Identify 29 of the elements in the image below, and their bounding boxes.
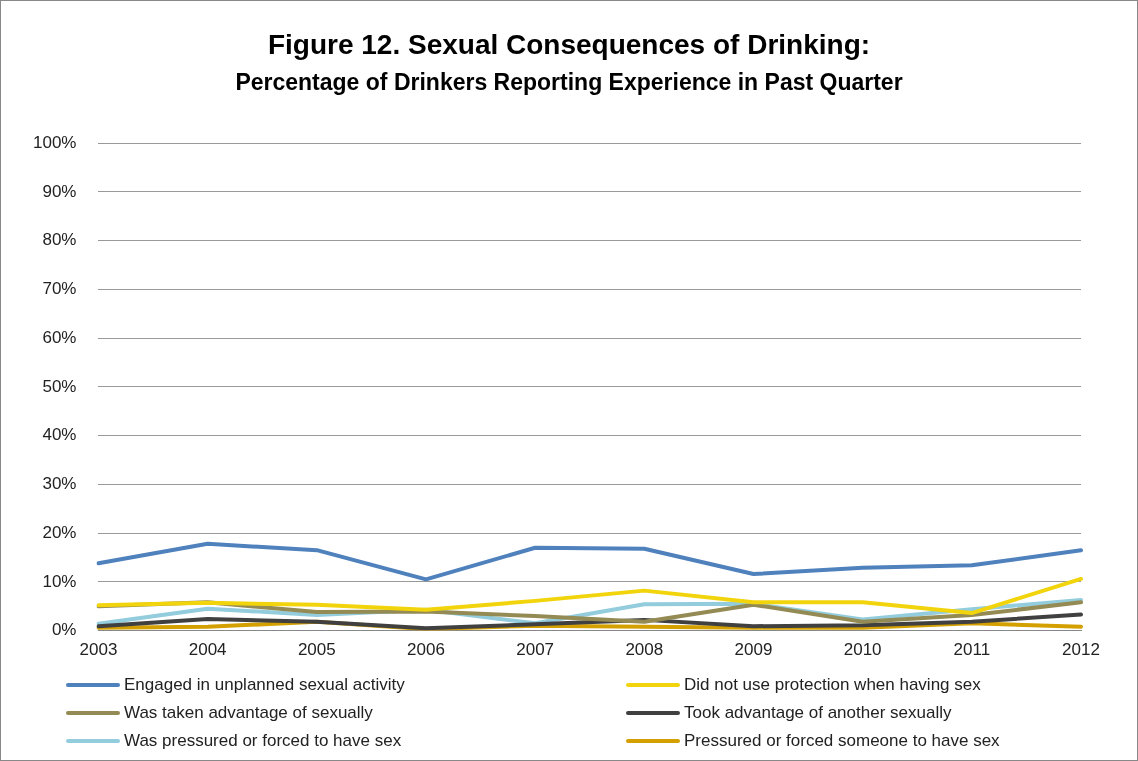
- x-tick-label: 2006: [407, 640, 445, 660]
- y-tick-label: 0%: [51, 620, 77, 640]
- x-tick-label: 2005: [297, 640, 336, 660]
- y-tick-label: 50%: [42, 376, 77, 396]
- y-tick-label: 20%: [42, 522, 77, 542]
- y-tick-label: 30%: [42, 474, 77, 494]
- x-tick-label: 2003: [79, 640, 118, 660]
- y-tick-label: 60%: [42, 327, 77, 347]
- chart-subtitle: Percentage of Drinkers Reporting Experience in Past Quarter: [234, 69, 904, 96]
- x-tick-label: 2007: [516, 640, 555, 660]
- y-tick-label: 10%: [42, 571, 77, 591]
- x-tick-label: 2004: [188, 640, 227, 660]
- x-tick-label: 2010: [843, 640, 882, 660]
- x-tick-label: 2011: [953, 640, 991, 660]
- legend-label: Took advantage of another sexually: [684, 703, 952, 723]
- legend-label: Was taken advantage of sexually: [124, 703, 373, 723]
- legend-label: Did not use protection when having sex: [684, 675, 981, 695]
- legend-label: Pressured or forced someone to have sex: [684, 731, 1000, 751]
- y-tick-label: 100%: [33, 132, 77, 152]
- legend-label: Was pressured or forced to have sex: [124, 731, 402, 751]
- x-tick-label: 2012: [1062, 640, 1100, 660]
- x-tick-label: 2008: [625, 640, 664, 660]
- y-tick-label: 40%: [42, 425, 77, 445]
- y-tick-label: 80%: [42, 230, 77, 250]
- y-tick-label: 70%: [42, 279, 77, 299]
- legend-label: Engaged in unplanned sexual activity: [124, 675, 405, 695]
- chart-title: Figure 12. Sexual Consequences of Drinking:: [266, 29, 872, 61]
- x-tick-label: 2009: [734, 640, 773, 660]
- y-tick-label: 90%: [42, 181, 77, 201]
